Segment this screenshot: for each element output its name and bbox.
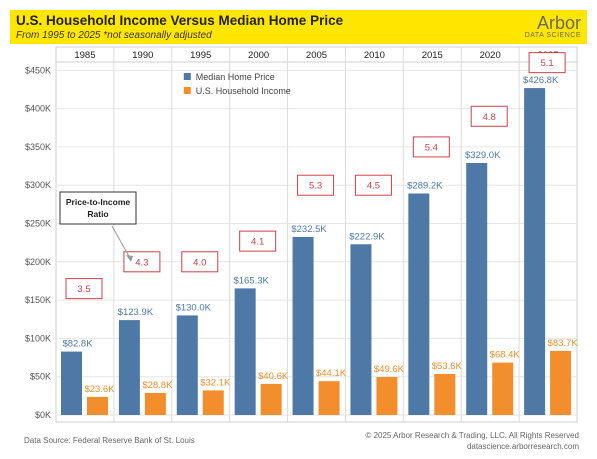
ratio-box	[528, 52, 566, 74]
ratio-box	[354, 174, 392, 196]
income-label: $83.7K	[548, 338, 579, 349]
year-label: 2015	[422, 50, 443, 61]
callout-line-2: Ratio	[87, 209, 108, 219]
ratio-value: 5.4	[425, 142, 438, 153]
income-label: $23.6K	[84, 384, 115, 395]
y-tick-label: $350K	[25, 142, 51, 152]
y-tick-label: $200K	[25, 257, 51, 267]
income-label: $28.8K	[142, 380, 173, 391]
website-text: datascience.arborresearch.com	[466, 442, 579, 451]
chart-title: U.S. Household Income Versus Median Home…	[16, 13, 344, 28]
year-label: 2020	[480, 50, 501, 61]
callout-arrow-line	[111, 225, 132, 261]
copyright-text: © 2025 Arbor Research & Trading, LLC. Al…	[365, 431, 579, 440]
year-label: 1990	[132, 50, 153, 61]
income-bar	[492, 362, 514, 415]
callout-arrow-head	[126, 255, 133, 262]
home-price-label: $222.9K	[349, 231, 385, 242]
ratio-value: 4.5	[367, 181, 380, 192]
logo-sub-text: DATA SCIENCE	[524, 32, 581, 39]
year-label: 1985	[74, 50, 95, 61]
income-bar	[87, 396, 108, 415]
legend-swatch-home	[183, 73, 191, 80]
home-price-label: $130.0K	[176, 302, 212, 313]
ratio-value: 4.1	[251, 237, 264, 248]
legend-label-income: U.S. Household Income	[196, 86, 291, 96]
chart-header: U.S. Household Income Versus Median Home…	[10, 10, 587, 44]
home-price-label: $289.2K	[407, 180, 443, 191]
home-price-label: $82.8K	[62, 339, 93, 350]
income-label: $32.1K	[200, 377, 231, 388]
income-bar	[144, 392, 166, 415]
ratio-box	[412, 136, 450, 158]
home-price-bar	[118, 320, 140, 415]
home-price-bar	[176, 315, 198, 415]
home-price-label: $329.0K	[465, 150, 501, 161]
income-label: $53.6K	[432, 361, 463, 372]
y-tick-label: $450K	[25, 65, 51, 75]
y-tick-label: $150K	[25, 295, 51, 305]
callout-box	[59, 191, 137, 225]
income-label: $40.6K	[258, 371, 289, 382]
y-tick-label: $0K	[35, 410, 51, 420]
year-label: 2005	[306, 50, 327, 61]
home-price-bar	[524, 88, 546, 416]
y-tick-label: $100K	[25, 333, 51, 343]
income-bar	[550, 350, 572, 415]
income-bar	[318, 381, 340, 415]
ratio-value: 3.5	[77, 284, 90, 295]
chart-subtitle: From 1995 to 2025 *not seasonally adjust…	[16, 30, 212, 41]
y-tick-label: $300K	[25, 180, 51, 190]
home-price-bar	[408, 193, 430, 415]
logo-main-text: Arbor	[536, 13, 581, 33]
home-price-bar	[292, 236, 314, 415]
callout-line-1: Price-to-Income	[66, 197, 131, 207]
income-label: $44.1K	[316, 368, 347, 379]
income-bar	[434, 373, 456, 415]
home-price-bar	[234, 288, 256, 415]
home-price-label: $165.3K	[233, 275, 269, 286]
income-bar	[260, 383, 282, 415]
ratio-box	[470, 105, 508, 127]
ratio-value: 4.8	[483, 112, 496, 123]
year-label: 2010	[364, 50, 385, 61]
ratio-box	[181, 251, 219, 273]
year-label: 1995	[190, 50, 211, 61]
ratio-box	[123, 251, 161, 273]
income-label: $68.4K	[490, 350, 521, 361]
ratio-box	[297, 174, 335, 196]
home-price-label: $123.9K	[118, 307, 154, 318]
ratio-value: 4.3	[135, 257, 148, 268]
home-price-bar	[61, 351, 82, 415]
income-label: $49.6K	[374, 364, 405, 375]
home-price-bar	[350, 244, 372, 415]
y-tick-label: $50K	[30, 372, 51, 382]
ratio-value: 5.1	[541, 58, 554, 69]
legend-swatch-income	[183, 87, 191, 94]
home-price-label: $426.8K	[523, 75, 559, 86]
income-bar	[376, 377, 398, 415]
y-tick-label: $250K	[25, 219, 51, 229]
ratio-value: 4.0	[193, 257, 206, 268]
ratio-box	[65, 278, 103, 300]
y-tick-label: $400K	[25, 104, 51, 114]
copyright-note: © 2025 Arbor Research & Trading, LLC. Al…	[365, 430, 579, 452]
home-price-bar	[466, 163, 488, 415]
plot-frame	[55, 46, 578, 423]
ratio-box	[239, 230, 277, 252]
income-bar	[202, 390, 224, 415]
ratio-value: 5.3	[309, 181, 322, 192]
home-price-label: $232.5K	[291, 224, 327, 235]
data-source-note: Data Source: Federal Reserve Bank of St.…	[24, 436, 195, 445]
legend-label-home: Median Home Price	[196, 72, 275, 82]
year-label: 2000	[248, 50, 269, 61]
arbor-logo: Arbor DATA SCIENCE	[515, 13, 581, 41]
